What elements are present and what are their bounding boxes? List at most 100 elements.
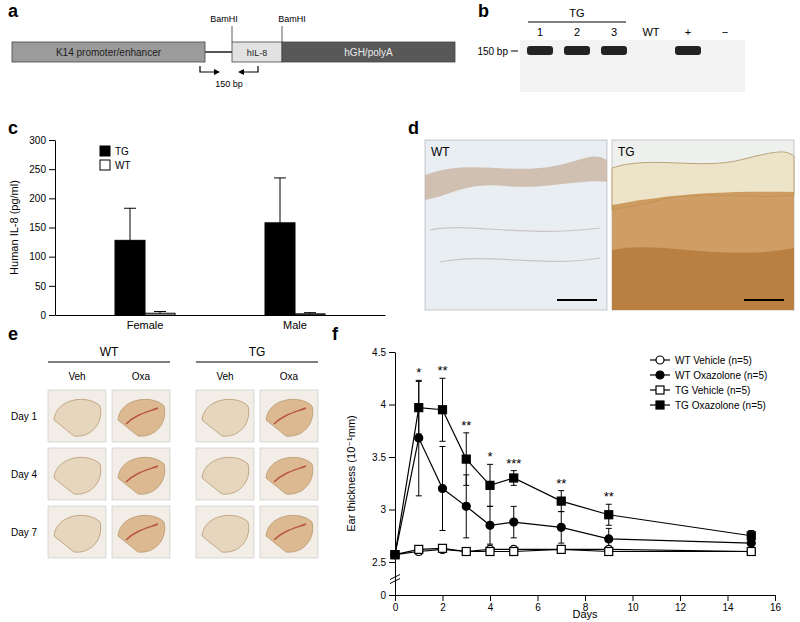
legend: TGWT bbox=[100, 146, 131, 171]
panel-label: a bbox=[8, 1, 19, 21]
marker bbox=[391, 551, 399, 559]
tick-label: 250 bbox=[29, 164, 46, 175]
tick-label: 50 bbox=[35, 281, 47, 292]
error-cap bbox=[558, 511, 564, 512]
primer-head bbox=[214, 69, 220, 75]
micrograph bbox=[425, 140, 607, 310]
error-bar bbox=[124, 208, 136, 240]
tick-label: 4.5 bbox=[372, 347, 386, 358]
tick-label: 2.5 bbox=[372, 557, 386, 568]
photo-background bbox=[112, 506, 170, 558]
legend-label: TG bbox=[115, 146, 129, 157]
construct-segment bbox=[232, 42, 282, 62]
group-line bbox=[196, 362, 318, 363]
inflammation bbox=[274, 524, 306, 540]
inflammation bbox=[126, 466, 158, 482]
tick: 2 bbox=[440, 595, 446, 613]
tick: 200 bbox=[29, 193, 55, 204]
treatment-label: Oxa bbox=[280, 371, 299, 382]
marker bbox=[462, 548, 470, 556]
bar bbox=[265, 223, 295, 315]
photo bbox=[196, 390, 254, 442]
y-axis-title: Ear thickness (10⁻¹mm) bbox=[345, 415, 357, 531]
inflammation bbox=[126, 524, 158, 540]
tick-label: 16 bbox=[770, 602, 782, 613]
inflammation bbox=[274, 466, 306, 482]
x-axis-title: Days bbox=[572, 608, 598, 620]
error-cap bbox=[463, 537, 469, 538]
ear bbox=[118, 457, 165, 494]
marker bbox=[486, 521, 494, 529]
tick-mark bbox=[49, 286, 55, 287]
gel-background bbox=[520, 40, 745, 92]
tick-mark bbox=[49, 228, 55, 229]
legend-label: TG Oxazolone (n=5) bbox=[675, 400, 766, 411]
legend-marker bbox=[656, 401, 664, 409]
error-bar bbox=[440, 545, 446, 551]
connector bbox=[205, 51, 232, 53]
error-cap bbox=[558, 511, 564, 512]
marker-label: 150 bp bbox=[477, 46, 508, 57]
bar-chart: 050100150200250300FemaleMaleTGWTHuman IL… bbox=[8, 135, 386, 331]
primer bbox=[244, 66, 258, 72]
marker bbox=[510, 548, 518, 556]
photo bbox=[196, 506, 254, 558]
tick-mark bbox=[389, 457, 395, 458]
y-axis: 050100150200250300 bbox=[29, 135, 55, 321]
error-bar bbox=[748, 548, 754, 554]
error-bar bbox=[511, 548, 517, 554]
error-stem bbox=[280, 178, 281, 223]
ear bbox=[266, 457, 313, 494]
error-cap bbox=[416, 381, 422, 382]
legend-label: WT Oxazolone (n=5) bbox=[675, 370, 767, 381]
panel-label: c bbox=[8, 118, 18, 138]
gel-band bbox=[527, 46, 553, 55]
photo bbox=[48, 448, 106, 500]
tick-mark bbox=[490, 595, 491, 601]
day-label: Day 4 bbox=[11, 469, 38, 480]
construct-segment bbox=[282, 42, 455, 62]
x-axis: FemaleMale bbox=[56, 315, 386, 331]
tick: 6 bbox=[535, 595, 541, 613]
tick-mark bbox=[633, 595, 634, 601]
error-bar bbox=[487, 548, 493, 554]
tick-label: 300 bbox=[29, 135, 46, 146]
lane-label: − bbox=[722, 26, 728, 38]
marker bbox=[510, 518, 518, 526]
tick-label: 3.5 bbox=[372, 452, 386, 463]
bar bbox=[115, 240, 145, 315]
tick: 16 bbox=[770, 595, 782, 613]
ear bbox=[118, 515, 165, 552]
error-bar bbox=[440, 378, 446, 441]
group-label: WT bbox=[100, 345, 119, 359]
photo bbox=[196, 448, 254, 500]
bar bbox=[295, 314, 325, 315]
error-cap bbox=[463, 485, 469, 486]
tick: Female bbox=[127, 315, 164, 331]
marker bbox=[605, 535, 613, 543]
marker bbox=[415, 434, 423, 442]
legend-label: TG Vehicle (n=5) bbox=[675, 385, 750, 396]
error-cap bbox=[304, 312, 316, 313]
error-cap bbox=[558, 543, 564, 544]
marker bbox=[439, 406, 447, 414]
error-bar bbox=[606, 548, 612, 554]
significance: ** bbox=[437, 363, 447, 378]
image-label: WT bbox=[431, 145, 450, 159]
inflammation bbox=[274, 408, 306, 424]
y-axis-line bbox=[55, 141, 56, 316]
construct-diagram: K14 promoter/enhancerhIL-8hGH/polyABamHI… bbox=[12, 14, 455, 89]
tick: 4 bbox=[488, 595, 494, 613]
photo-background bbox=[48, 506, 106, 558]
marker bbox=[462, 502, 470, 510]
ear bbox=[118, 399, 165, 436]
error-bar bbox=[304, 313, 316, 314]
group-label: TG bbox=[569, 7, 584, 19]
tick-mark bbox=[728, 595, 729, 601]
segment-label: hIL-8 bbox=[247, 48, 268, 58]
photo-background bbox=[48, 390, 106, 442]
tick: 3 bbox=[380, 504, 395, 515]
panel-label: d bbox=[408, 118, 419, 138]
gel: TG123WT+−150 bp bbox=[477, 7, 745, 92]
series-line bbox=[395, 548, 751, 554]
